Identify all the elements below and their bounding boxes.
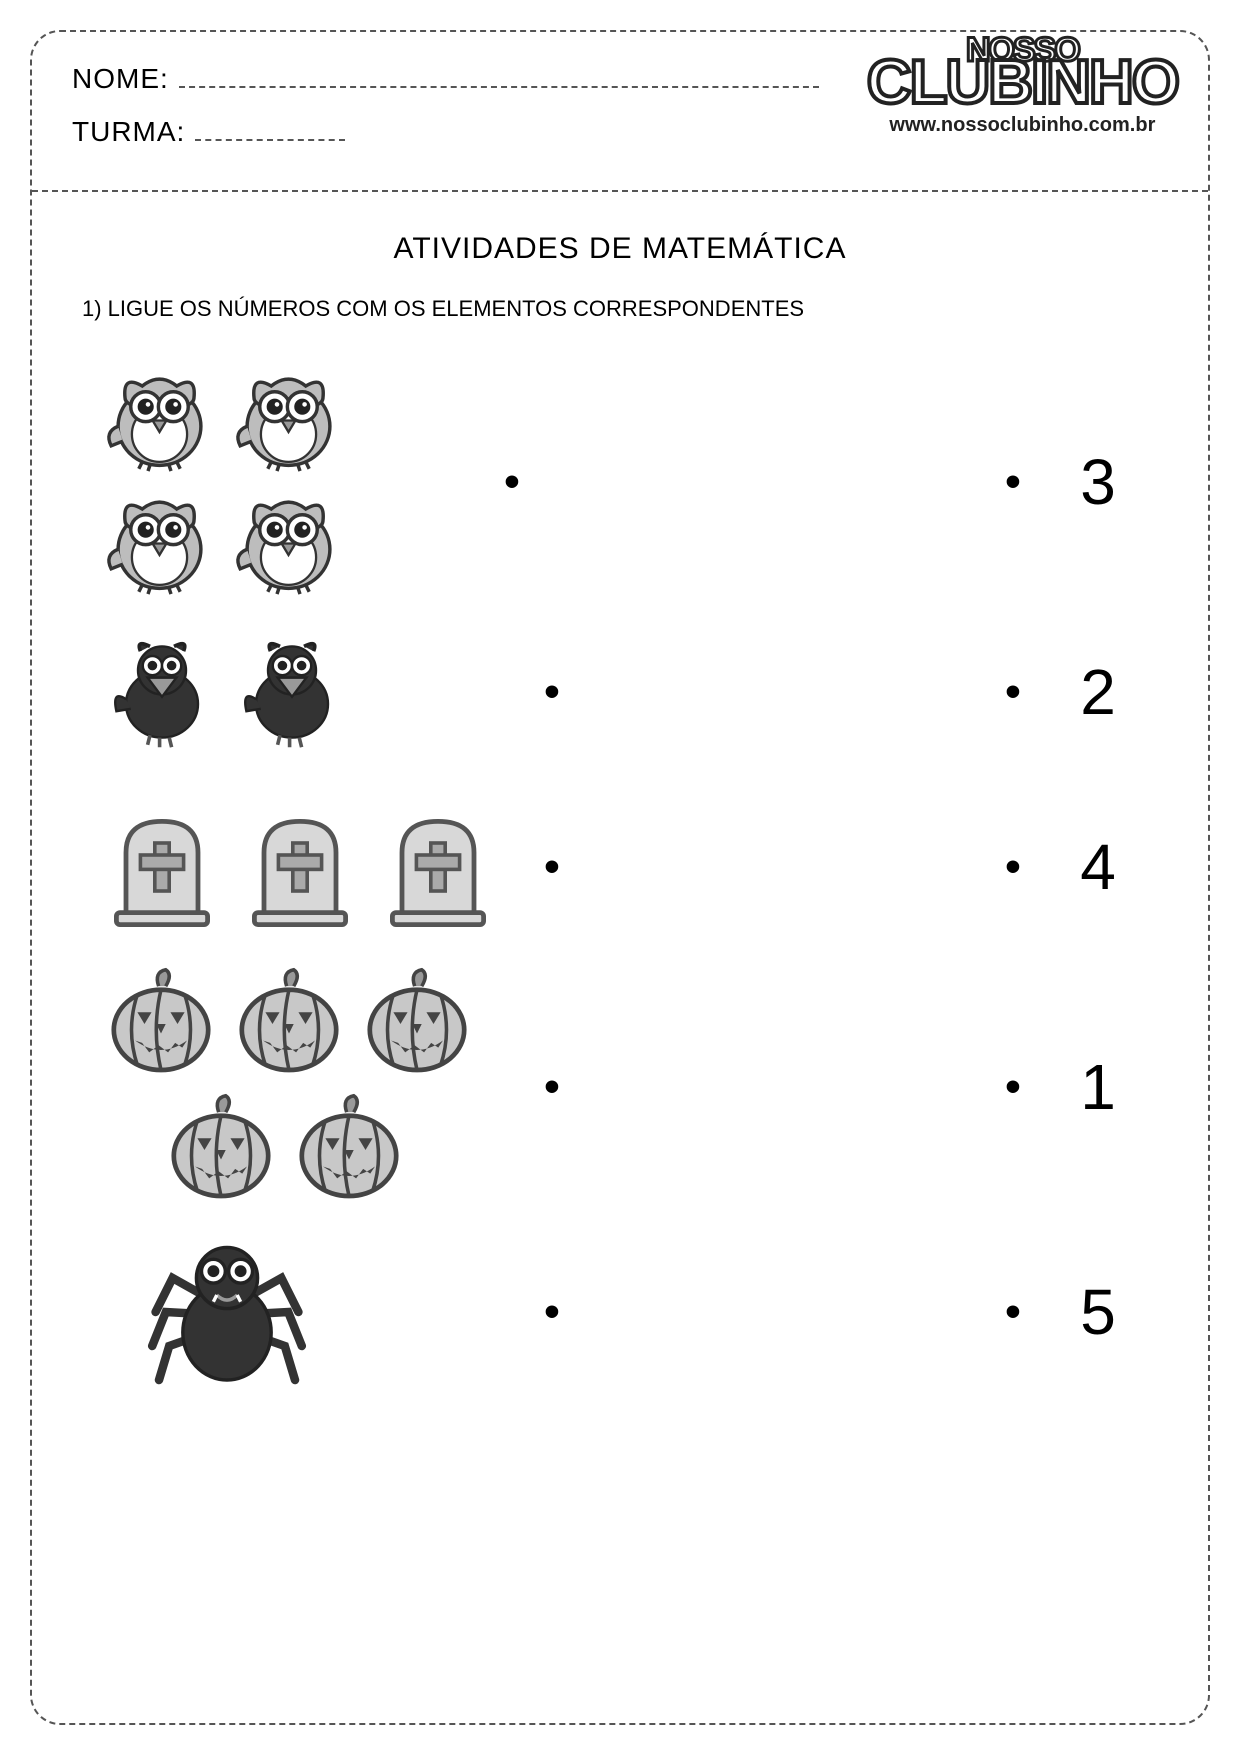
- owl-icon: [102, 486, 217, 601]
- pumpkin-icon: [102, 965, 220, 1083]
- number-cell: 3: [1038, 445, 1138, 519]
- activity-rows: • • 3 • • 2 • • 4: [82, 352, 1158, 1402]
- pumpkin-icon: [162, 1091, 280, 1209]
- name-input-line[interactable]: [179, 62, 819, 88]
- activity-row: • • 3: [102, 362, 1138, 602]
- activity-row: • • 4: [102, 782, 1138, 952]
- activity-row: • • 5: [102, 1222, 1138, 1402]
- owl-icon: [231, 486, 346, 601]
- crow-icon: [232, 632, 352, 752]
- page-title: ATIVIDADES DE MATEMÁTICA: [82, 232, 1158, 266]
- owl-icon: [231, 363, 346, 478]
- dot-left: •: [482, 460, 542, 504]
- activity-row: • • 1: [102, 962, 1138, 1212]
- logo-block: NOSSO CLUBINHO www.nossoclubinho.com.br: [867, 37, 1178, 137]
- pumpkin-icon: [230, 965, 348, 1083]
- icon-group-tombstones: [102, 807, 522, 927]
- logo: NOSSO CLUBINHO: [867, 37, 1178, 108]
- logo-text-bottom: CLUBINHO: [867, 58, 1178, 108]
- dot-right: •: [988, 1065, 1038, 1109]
- owl-icon: [102, 363, 217, 478]
- worksheet-page: NOME: TURMA: NOSSO CLUBINHO www.nossoclu…: [30, 30, 1210, 1725]
- name-label: NOME:: [72, 63, 169, 95]
- dot-left: •: [522, 1065, 582, 1109]
- spider-icon: [142, 1227, 312, 1397]
- dot-left: •: [522, 845, 582, 889]
- icon-group-crows: [102, 632, 522, 752]
- logo-url: www.nossoclubinho.com.br: [867, 114, 1178, 137]
- tombstone-icon: [102, 807, 222, 927]
- header: NOME: TURMA: NOSSO CLUBINHO www.nossoclu…: [32, 32, 1208, 192]
- tombstone-icon: [378, 807, 498, 927]
- dot-left: •: [522, 1290, 582, 1334]
- dot-left: •: [522, 670, 582, 714]
- activity-row: • • 2: [102, 612, 1138, 772]
- class-input-line[interactable]: [195, 115, 345, 141]
- number-cell: 5: [1038, 1275, 1138, 1349]
- number-cell: 4: [1038, 830, 1138, 904]
- instruction-text: 1) LIGUE OS NÚMEROS COM OS ELEMENTOS COR…: [82, 296, 1158, 322]
- number-cell: 2: [1038, 655, 1138, 729]
- tombstone-icon: [240, 807, 360, 927]
- number-cell: 1: [1038, 1050, 1138, 1124]
- dot-right: •: [988, 670, 1038, 714]
- dot-right: •: [988, 1290, 1038, 1334]
- dot-right: •: [988, 845, 1038, 889]
- icon-group-owls: [102, 363, 482, 601]
- pumpkin-icon: [358, 965, 476, 1083]
- content: ATIVIDADES DE MATEMÁTICA 1) LIGUE OS NÚM…: [32, 192, 1208, 1432]
- pumpkin-icon: [290, 1091, 408, 1209]
- icon-group-spider: [102, 1227, 522, 1397]
- class-label: TURMA:: [72, 116, 185, 148]
- icon-group-pumpkins: [102, 965, 522, 1209]
- crow-icon: [102, 632, 222, 752]
- dot-right: •: [988, 460, 1038, 504]
